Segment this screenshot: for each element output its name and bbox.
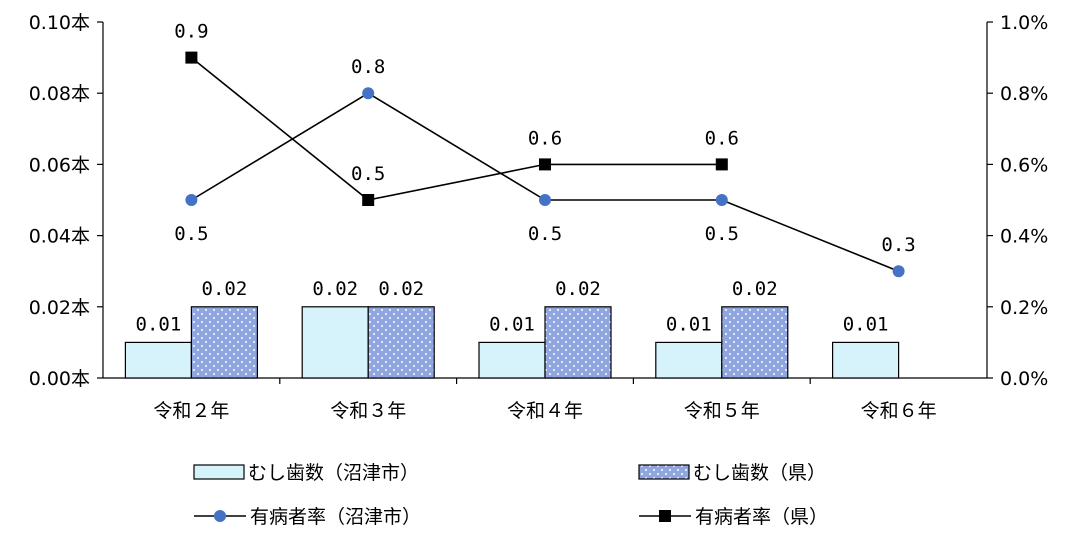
bar	[367, 306, 435, 379]
bar	[655, 341, 723, 379]
line-data-label: 0.5	[528, 223, 562, 245]
bar-data-label: 0.02	[555, 278, 601, 300]
bar	[544, 306, 612, 379]
line-point	[715, 158, 728, 171]
left-tick-label: 0.06本	[29, 154, 90, 176]
right-tick-label: 0.6%	[1000, 154, 1048, 176]
bar	[478, 341, 546, 379]
x-tick-label: 令和５年	[684, 400, 760, 422]
line-point	[362, 87, 375, 100]
bar	[190, 306, 258, 379]
line-point	[539, 194, 551, 206]
line-data-label: 0.6	[528, 127, 562, 149]
bar-data-label: 0.01	[136, 313, 182, 335]
right-tick-label: 1.0%	[1000, 12, 1048, 34]
legend-label: むし歯数（県）	[693, 462, 826, 484]
bar-data-label: 0.01	[489, 313, 535, 335]
line-point	[185, 194, 198, 206]
bar-data-label: 0.02	[202, 278, 248, 300]
bar	[831, 341, 900, 379]
right-tick-label: 0.0%	[1000, 368, 1048, 390]
bar-data-label: 0.01	[843, 313, 889, 335]
line-data-label: 0.5	[705, 223, 739, 245]
x-tick-label: 令和３年	[330, 400, 406, 422]
line-data-label: 0.8	[351, 56, 385, 78]
legend-marker	[214, 510, 226, 522]
line-data-label: 0.5	[351, 163, 385, 185]
bar-data-label: 0.02	[378, 278, 424, 300]
left-tick-label: 0.08本	[29, 83, 90, 105]
bar	[301, 306, 369, 379]
line-point	[539, 158, 551, 171]
legend-label: 有病者率（県）	[695, 506, 828, 528]
line-point	[715, 194, 728, 206]
right-tick-label: 0.8%	[1000, 83, 1048, 105]
right-tick-label: 0.4%	[1000, 226, 1048, 248]
legend-label: 有病者率（沼津市）	[250, 506, 421, 528]
bar	[124, 341, 193, 379]
right-tick-label: 0.2%	[1000, 297, 1048, 319]
bar-data-label: 0.01	[666, 313, 712, 335]
line-data-label: 0.9	[174, 21, 208, 43]
line-point	[892, 265, 905, 278]
x-tick-label: 令和６年	[861, 400, 937, 422]
left-tick-label: 0.04本	[29, 226, 90, 248]
line-data-label: 0.6	[705, 127, 739, 149]
x-tick-label: 令和４年	[507, 400, 583, 422]
left-tick-label: 0.02本	[29, 297, 90, 319]
line-data-label: 0.5	[174, 223, 208, 245]
line-data-label: 0.3	[881, 234, 915, 256]
bars	[124, 306, 900, 379]
x-tick-label: 令和２年	[153, 400, 229, 422]
bar-data-label: 0.02	[312, 278, 358, 300]
left-tick-label: 0.10本	[29, 12, 90, 34]
bar-data-label: 0.02	[732, 278, 778, 300]
legend: むし歯数（沼津市） むし歯数（県） 有病者率（沼津市） 有病者率（県）	[193, 462, 828, 528]
legend-swatch	[638, 464, 690, 480]
left-tick-label: 0.00本	[29, 368, 90, 390]
series-line	[190, 56, 722, 201]
legend-label: むし歯数（沼津市）	[248, 462, 419, 484]
data-labels: 0.01 0.02 0.01 0.01 0.01 0.02 0.02 0.02 0.02 0.5 0…	[136, 21, 916, 336]
lines	[185, 51, 905, 278]
line-point	[362, 194, 375, 206]
line-point	[185, 51, 198, 64]
axes: 0.00本 0.02本 0.04本 0.06本 0.08本 0.10本 0.0% 0.2% 0.…	[29, 12, 1049, 422]
legend-swatch	[193, 464, 245, 480]
legend-marker	[659, 510, 671, 522]
bar	[721, 306, 789, 379]
